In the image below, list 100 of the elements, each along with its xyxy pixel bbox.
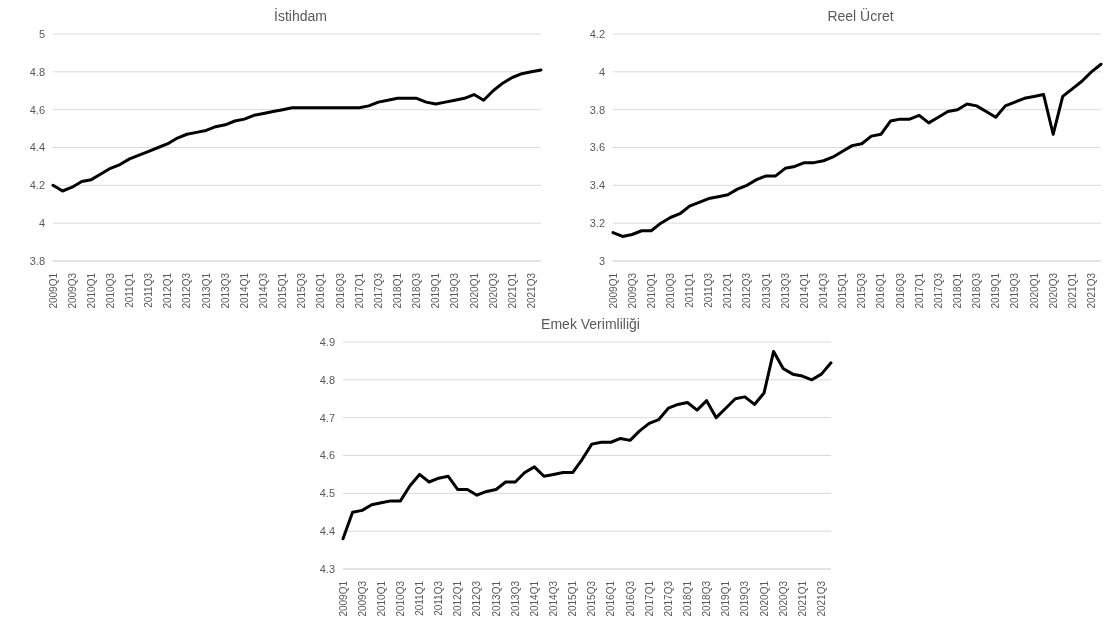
y-tick-label: 4.4 xyxy=(319,525,335,538)
x-tick-label: 2011Q1 xyxy=(414,580,426,616)
x-tick-label: 2018Q1 xyxy=(391,272,403,309)
x-tick-label: 2016Q1 xyxy=(315,272,327,309)
line-series xyxy=(611,62,1103,238)
x-tick-label: 2021Q1 xyxy=(796,580,808,617)
x-tick-label: 2012Q1 xyxy=(452,580,464,617)
x-tick-label: 2009Q1 xyxy=(47,272,59,309)
x-tick-label: 2016Q1 xyxy=(605,580,617,617)
y-tick-label: 4.3 xyxy=(319,562,335,575)
chart-title: Reel Ücret xyxy=(826,8,895,26)
x-tick-label: 2019Q1 xyxy=(430,272,442,309)
x-tick-label: 2013Q1 xyxy=(490,580,502,617)
x-tick-label: 2010Q3 xyxy=(394,580,406,617)
y-tick-label: 4.9 xyxy=(319,335,335,348)
x-tick-label: 2013Q3 xyxy=(779,272,791,309)
x-tick-label: 2015Q1 xyxy=(837,272,849,309)
x-tick-label: 2016Q3 xyxy=(894,272,906,309)
x-tick-label: 2020Q3 xyxy=(487,272,499,309)
y-tick-label: 4.2 xyxy=(29,179,45,192)
x-tick-label: 2019Q3 xyxy=(449,272,461,309)
x-tick-label: 2011Q1 xyxy=(124,272,136,308)
x-tick-label: 2013Q1 xyxy=(200,272,212,309)
y-tick-label: 4.6 xyxy=(319,449,335,462)
x-tick-label: 2015Q3 xyxy=(586,580,598,617)
x-tick-label: 2019Q1 xyxy=(720,580,732,617)
x-tick-label: 2019Q3 xyxy=(1009,272,1021,309)
x-tick-label: 2012Q1 xyxy=(162,272,174,309)
x-tick-label: 2012Q1 xyxy=(722,272,734,309)
y-tick-label: 3.4 xyxy=(589,179,605,192)
chart-title: İstihdam xyxy=(273,8,328,26)
x-tick-label: 2010Q1 xyxy=(375,580,387,617)
y-tick-label: 3.8 xyxy=(589,103,605,116)
x-tick-label: 2021Q1 xyxy=(506,272,518,309)
x-tick-label: 2010Q1 xyxy=(85,272,97,309)
x-tick-label: 2014Q1 xyxy=(798,272,810,309)
line-series xyxy=(51,68,543,193)
x-tick-label: 2009Q3 xyxy=(356,580,368,617)
y-tick-label: 4.6 xyxy=(29,103,45,116)
x-tick-label: 2016Q3 xyxy=(334,272,346,309)
y-tick-label: 4 xyxy=(38,217,45,230)
x-tick-label: 2021Q3 xyxy=(525,272,537,309)
x-tick-label: 2015Q3 xyxy=(856,272,868,309)
y-tick-label: 3.8 xyxy=(29,254,45,267)
x-tick-label: 2009Q1 xyxy=(607,272,619,309)
x-tick-label: 2009Q3 xyxy=(626,272,638,309)
x-tick-label: 2021Q3 xyxy=(815,580,827,617)
x-tick-label: 2017Q1 xyxy=(353,272,365,309)
x-tick-label: 2018Q3 xyxy=(411,272,423,309)
x-tick-label: 2013Q3 xyxy=(219,272,231,309)
x-tick-label: 2015Q1 xyxy=(277,272,289,309)
x-tick-label: 2014Q3 xyxy=(818,272,830,309)
x-tick-label: 2020Q1 xyxy=(468,272,480,309)
x-tick-label: 2018Q3 xyxy=(701,580,713,617)
x-tick-label: 2019Q3 xyxy=(739,580,751,617)
x-tick-label: 2015Q3 xyxy=(296,272,308,309)
x-tick-label: 2018Q1 xyxy=(951,272,963,309)
y-tick-label: 4.8 xyxy=(29,65,45,78)
chart-title: Emek Verimliliği xyxy=(540,316,641,334)
x-tick-label: 2020Q1 xyxy=(758,580,770,617)
x-tick-label: 2017Q3 xyxy=(932,272,944,309)
x-tick-label: 2010Q3 xyxy=(664,272,676,309)
y-tick-label: 4.8 xyxy=(319,373,335,386)
x-tick-label: 2017Q3 xyxy=(662,580,674,617)
x-tick-label: 2014Q1 xyxy=(528,580,540,617)
x-tick-label: 2009Q1 xyxy=(337,580,349,617)
x-tick-label: 2013Q1 xyxy=(760,272,772,309)
x-tick-label: 2016Q1 xyxy=(875,272,887,309)
x-tick-label: 2011Q3 xyxy=(433,580,445,616)
y-tick-label: 3.6 xyxy=(589,141,605,154)
y-tick-label: 3.2 xyxy=(589,217,605,230)
x-tick-label: 2010Q3 xyxy=(104,272,116,309)
y-tick-label: 4.4 xyxy=(29,141,45,154)
x-tick-label: 2020Q1 xyxy=(1028,272,1040,309)
x-tick-label: 2020Q3 xyxy=(777,580,789,617)
x-tick-label: 2011Q1 xyxy=(684,272,696,308)
x-tick-label: 2017Q3 xyxy=(372,272,384,309)
x-tick-label: 2012Q3 xyxy=(741,272,753,309)
y-tick-label: 4.2 xyxy=(589,27,605,40)
y-tick-label: 3 xyxy=(598,254,605,267)
x-tick-label: 2019Q1 xyxy=(990,272,1002,309)
x-tick-label: 2011Q3 xyxy=(143,272,155,308)
y-tick-label: 5 xyxy=(38,27,45,40)
x-tick-label: 2016Q3 xyxy=(624,580,636,617)
x-tick-label: 2012Q3 xyxy=(471,580,483,617)
x-tick-label: 2014Q3 xyxy=(258,272,270,309)
x-tick-label: 2020Q3 xyxy=(1047,272,1059,309)
x-tick-label: 2011Q3 xyxy=(703,272,715,308)
x-tick-label: 2013Q3 xyxy=(509,580,521,617)
x-tick-label: 2017Q1 xyxy=(643,580,655,617)
x-tick-label: 2015Q1 xyxy=(567,580,579,617)
x-tick-label: 2009Q3 xyxy=(66,272,78,309)
y-tick-label: 4.7 xyxy=(319,411,335,424)
y-tick-label: 4 xyxy=(598,65,605,78)
line-series xyxy=(341,349,833,541)
x-tick-label: 2017Q1 xyxy=(913,272,925,309)
y-tick-label: 4.5 xyxy=(319,487,335,500)
x-tick-label: 2014Q1 xyxy=(238,272,250,309)
x-tick-label: 2018Q1 xyxy=(681,580,693,617)
x-tick-label: 2021Q3 xyxy=(1085,272,1097,309)
